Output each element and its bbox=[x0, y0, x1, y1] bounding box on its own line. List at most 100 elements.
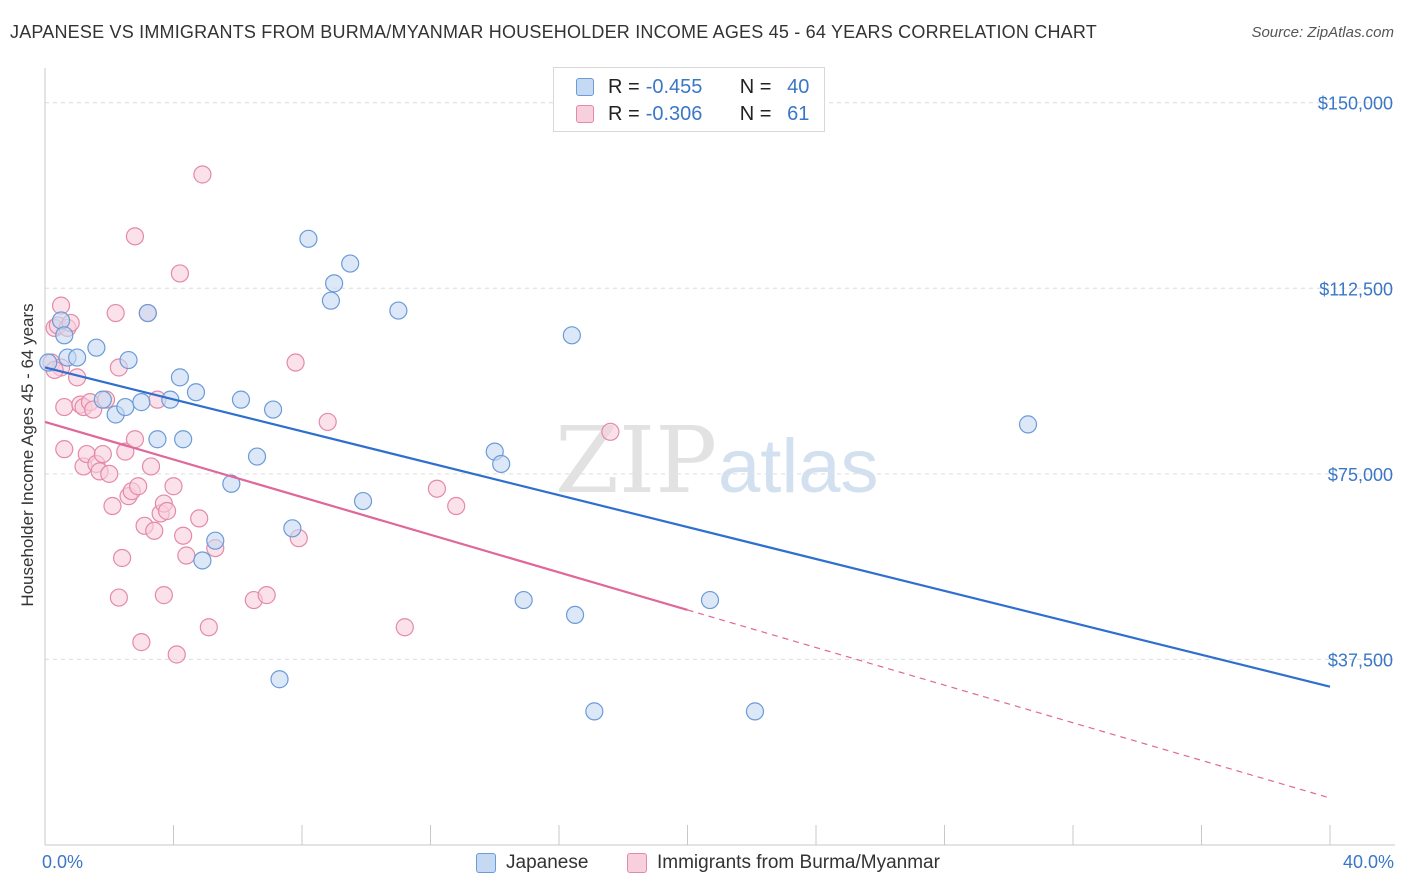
burma-point bbox=[103, 496, 122, 516]
burma-legend-swatch bbox=[627, 853, 647, 873]
burma-point bbox=[157, 501, 177, 521]
japanese-point bbox=[325, 274, 344, 293]
burma-point bbox=[447, 496, 466, 516]
burma-point bbox=[286, 353, 305, 372]
bottom-legend-japanese: Japanese bbox=[476, 852, 588, 874]
japanese-legend-swatch bbox=[476, 853, 496, 873]
burma-point bbox=[125, 430, 145, 449]
stats-legend: R = -0.455 N = 40 R = -0.306 N = 61 bbox=[553, 67, 825, 132]
japanese-point bbox=[186, 383, 206, 402]
burma-point bbox=[154, 586, 173, 605]
x-tick-label-max: 40.0% bbox=[1342, 852, 1394, 872]
burma-point bbox=[106, 303, 125, 323]
japanese-point bbox=[87, 338, 106, 357]
japanese-point bbox=[222, 474, 241, 493]
burma-point bbox=[318, 412, 337, 432]
japanese-point bbox=[514, 590, 533, 610]
burma-point bbox=[601, 422, 620, 441]
japanese-point bbox=[562, 326, 581, 345]
japanese-point bbox=[93, 390, 112, 409]
japanese-point bbox=[148, 430, 167, 449]
japanese-point bbox=[700, 590, 720, 610]
burma-trend-line-extrapolated bbox=[687, 609, 1331, 799]
legend-r-value-burma: -0.306 bbox=[645, 102, 703, 125]
japanese-point bbox=[341, 254, 360, 273]
y-tick-label: $37,500 bbox=[1328, 650, 1393, 670]
burma-point bbox=[55, 397, 74, 417]
japanese-point bbox=[263, 400, 283, 419]
japanese-point bbox=[283, 519, 302, 538]
watermark-zip: ZIP bbox=[555, 407, 717, 514]
burma-point bbox=[112, 548, 132, 568]
burma-point bbox=[190, 509, 209, 528]
burma-point bbox=[93, 444, 112, 464]
japanese-point bbox=[321, 291, 341, 310]
legend-row-japanese: R = -0.455 N = 40 bbox=[576, 75, 809, 99]
x-tick-label-min: 0.0% bbox=[42, 852, 84, 872]
watermark-atlas: atlas bbox=[718, 424, 879, 509]
burma-point bbox=[129, 477, 148, 496]
y-tick-label: $75,000 bbox=[1328, 465, 1393, 485]
burma-point bbox=[193, 165, 212, 184]
burma-point bbox=[55, 440, 74, 459]
burma-point bbox=[427, 479, 447, 498]
burma-swatch bbox=[576, 105, 594, 123]
burma-point bbox=[109, 588, 128, 607]
legend-n-value-japanese: 40 bbox=[787, 75, 810, 98]
legend-n-label: N = bbox=[739, 102, 772, 125]
chart-title: JAPANESE VS IMMIGRANTS FROM BURMA/MYANMA… bbox=[10, 22, 1097, 42]
japanese-swatch bbox=[576, 78, 594, 96]
burma-point bbox=[177, 546, 196, 565]
japanese-point bbox=[492, 454, 511, 474]
japanese-trend-line bbox=[44, 366, 1331, 688]
burma-point bbox=[167, 645, 186, 664]
japanese-point bbox=[51, 311, 71, 330]
burma-point bbox=[199, 618, 218, 637]
japanese-point bbox=[270, 670, 289, 689]
bottom-legend-burma-label: Immigrants from Burma/Myanmar bbox=[657, 852, 940, 873]
legend-n-label: N = bbox=[739, 75, 772, 98]
burma-trend-line bbox=[44, 420, 688, 612]
legend-row-burma: R = -0.306 N = 61 bbox=[576, 102, 809, 126]
japanese-point bbox=[565, 605, 585, 625]
japanese-point bbox=[174, 430, 193, 449]
legend-r-value-japanese: -0.455 bbox=[645, 75, 703, 98]
y-tick-label: $150,000 bbox=[1318, 94, 1393, 114]
legend-n-value-burma: 61 bbox=[787, 102, 810, 125]
bottom-legend-japanese-label: Japanese bbox=[506, 852, 589, 873]
legend-r-label: R = bbox=[608, 75, 640, 98]
japanese-point bbox=[353, 491, 373, 511]
japanese-point bbox=[116, 397, 135, 417]
japanese-point bbox=[68, 348, 87, 367]
burma-point bbox=[145, 521, 164, 540]
japanese-point bbox=[138, 303, 157, 323]
japanese-point bbox=[193, 551, 212, 570]
y-tick-label: $112,500 bbox=[1319, 279, 1393, 299]
burma-point bbox=[395, 618, 414, 637]
japanese-point bbox=[119, 350, 138, 370]
japanese-point bbox=[39, 353, 58, 372]
japanese-point bbox=[55, 326, 74, 345]
legend-r-label: R = bbox=[608, 102, 640, 125]
japanese-point bbox=[247, 447, 267, 466]
burma-point bbox=[141, 457, 161, 476]
japanese-point bbox=[231, 390, 251, 409]
japanese-point bbox=[132, 393, 151, 412]
japanese-point bbox=[170, 368, 190, 387]
burma-point bbox=[257, 586, 276, 605]
japanese-point bbox=[585, 702, 604, 721]
bottom-legend-burma: Immigrants from Burma/Myanmar bbox=[627, 852, 940, 874]
burma-point bbox=[164, 477, 183, 496]
source-label: Source: ZipAtlas.com bbox=[1251, 24, 1394, 41]
burma-point bbox=[174, 526, 193, 545]
burma-point bbox=[125, 227, 145, 246]
japanese-point bbox=[1018, 415, 1038, 434]
burma-point bbox=[170, 264, 190, 283]
japanese-point bbox=[206, 531, 225, 550]
burma-point bbox=[132, 633, 151, 652]
japanese-point bbox=[745, 702, 765, 721]
japanese-point bbox=[299, 229, 318, 248]
japanese-point bbox=[389, 301, 408, 320]
burma-point bbox=[100, 464, 119, 483]
